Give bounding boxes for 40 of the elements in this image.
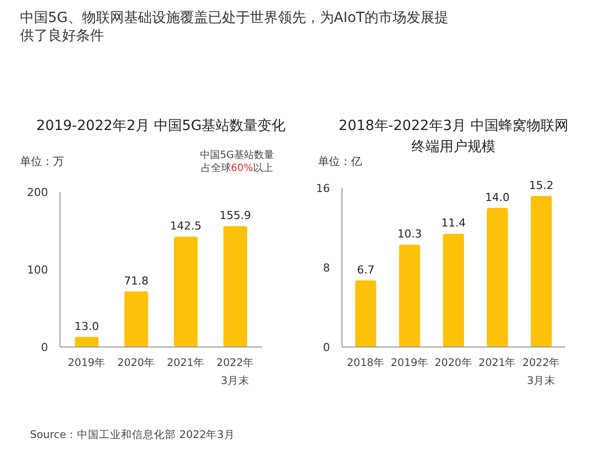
y-tick-label: 0	[41, 340, 48, 354]
y-tick-label: 0	[323, 340, 330, 354]
data-label: 13.0	[74, 320, 99, 333]
bar	[355, 280, 376, 347]
y-tick-label: 200	[27, 186, 48, 199]
bar	[399, 244, 420, 347]
bar	[530, 196, 552, 347]
y-tick-label: 8	[323, 261, 330, 274]
x-tick-label: 2021年	[478, 357, 516, 369]
y-tick-label: 16	[316, 182, 330, 195]
data-label: 155.9	[220, 209, 252, 222]
x-tick-label: 2022年 3月末	[216, 357, 254, 387]
data-label: 15.2	[529, 178, 554, 192]
data-label: 6.7	[356, 263, 374, 276]
y-axis-title: 单位：万	[20, 155, 64, 168]
text: 中国5G基站数量占全球60%以上	[200, 149, 274, 174]
chart-title: 2018年-2022年3月 中国蜂窝物联网终端用户规模	[338, 118, 568, 155]
x-tick-label: 2019年	[390, 357, 428, 369]
bar	[486, 208, 508, 347]
data-label: 71.8	[124, 274, 148, 288]
x-tick-label: 2018年	[346, 357, 385, 369]
text: 中国5G、物联网基础设施覆盖已处于世界领先，为AIoT的市场发展提供了良好条件	[20, 10, 449, 44]
bar	[174, 236, 198, 347]
data-label: 142.5	[170, 220, 202, 233]
bar	[74, 336, 99, 347]
data-label: 11.4	[441, 216, 466, 230]
data-label: 14.0	[485, 190, 510, 204]
x-tick-label: 2021年	[166, 357, 205, 369]
chart-title: 2019-2022年2月 中国5G基站数量变化	[36, 118, 286, 134]
bar	[124, 291, 148, 347]
x-tick-label: 2020年	[434, 357, 472, 369]
bar	[442, 234, 464, 347]
x-tick-label: 2020年	[117, 357, 156, 369]
y-axis-title: 单位：亿	[318, 155, 362, 168]
y-tick-label: 100	[27, 263, 48, 276]
source-note: Source：中国工业和信息化部 2022年3月	[30, 428, 235, 441]
x-tick-label: 2019年	[68, 357, 106, 369]
x-tick-label: 2022年 3月末	[522, 357, 560, 387]
bar	[223, 226, 248, 347]
data-label: 10.3	[397, 228, 422, 241]
